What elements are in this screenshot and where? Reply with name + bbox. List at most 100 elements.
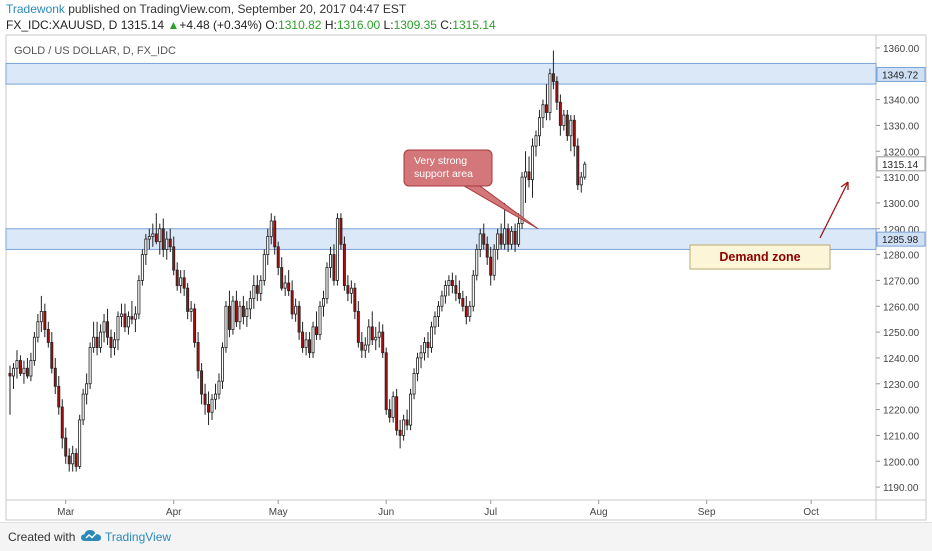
candle-body-down — [95, 336, 99, 348]
price-change: +4.48 (+0.34%) — [179, 18, 263, 32]
candle-body-down — [558, 101, 562, 126]
y-tick-label: 1260.00 — [883, 302, 920, 313]
candle-body-down — [301, 331, 305, 348]
candle-body-up — [503, 228, 507, 245]
candle-body-down — [551, 73, 555, 82]
tradingview-brand[interactable]: TradingView — [105, 530, 172, 544]
publish-text: published on TradingView.com, September … — [64, 2, 407, 16]
candle — [137, 275, 141, 320]
chart-frame — [5, 34, 927, 521]
candle-body-up — [443, 285, 447, 297]
candle — [527, 156, 531, 188]
candle — [95, 321, 99, 356]
candle-body-down — [482, 233, 486, 245]
price-tag — [876, 156, 926, 172]
candle — [426, 332, 430, 358]
candle — [18, 355, 22, 376]
candle-body-down — [565, 114, 569, 137]
candle — [109, 329, 113, 358]
price-tag-label: 1285.98 — [882, 235, 919, 246]
candle — [186, 283, 190, 320]
candle — [210, 394, 214, 420]
candle-body-up — [245, 308, 249, 317]
up-arrow — [819, 181, 849, 239]
candle — [450, 272, 454, 294]
author-link[interactable]: Tradewonk — [6, 2, 65, 16]
y-tick-label: 1200.00 — [883, 457, 920, 468]
price-tag-label: 1315.14 — [882, 160, 919, 171]
candle — [78, 414, 82, 469]
candle-body-down — [241, 305, 245, 317]
price-tag — [876, 231, 926, 247]
candle-body-down — [426, 342, 430, 348]
candle — [304, 332, 308, 356]
candle-body-down — [25, 367, 29, 377]
candle-body-down — [18, 360, 22, 374]
candle-body-up — [12, 367, 15, 377]
callout-pointer — [463, 185, 539, 230]
price-chart[interactable]: 1190.00 1200.00 1210.00 1220.00 1230.00 1240.… — [0, 0, 932, 522]
candle-body-up — [311, 326, 315, 354]
candle — [482, 223, 486, 250]
candle — [579, 171, 583, 193]
candle — [297, 301, 301, 340]
candle-body-up — [36, 321, 40, 338]
candle — [57, 376, 61, 415]
candle-body-up — [217, 380, 221, 395]
candle-body-up — [214, 393, 217, 400]
candle-body-down — [308, 339, 312, 354]
candle — [583, 161, 587, 180]
candle-body-down — [130, 316, 134, 320]
candle — [102, 314, 106, 343]
candle — [147, 228, 151, 250]
candle-body-up — [119, 313, 123, 317]
candle — [377, 321, 381, 348]
candle — [433, 311, 437, 335]
candle-body-down — [200, 370, 204, 395]
candle — [342, 236, 346, 291]
candle — [569, 115, 573, 152]
candle-body-down — [342, 243, 346, 286]
candle-body-down — [499, 233, 503, 245]
candle-body-up — [147, 236, 151, 240]
candle — [551, 50, 555, 90]
candle — [402, 414, 406, 441]
tradingview-cloud-icon[interactable] — [80, 528, 102, 544]
candle — [8, 365, 12, 415]
candle-body-up — [151, 233, 155, 237]
candle-body-up — [409, 393, 413, 426]
candle — [565, 109, 569, 141]
candle-body-up — [210, 398, 214, 413]
candle — [356, 301, 360, 348]
candle-body-up — [92, 336, 96, 348]
candle — [506, 223, 510, 252]
candle-body-up — [496, 233, 500, 250]
candle — [419, 345, 423, 369]
candle-body-down — [175, 269, 179, 286]
candle — [276, 241, 280, 276]
candle — [165, 231, 169, 260]
candle-body-up — [158, 228, 162, 243]
candle-body-down — [388, 409, 392, 418]
candle-body-down — [353, 287, 357, 312]
x-tick-label: Mar — [57, 507, 75, 518]
candle — [349, 280, 353, 304]
candle-body-up — [440, 295, 444, 307]
candle — [534, 130, 538, 157]
candle-body-up — [88, 347, 92, 385]
candle-body-up — [29, 360, 33, 377]
candle — [468, 301, 472, 322]
candle — [151, 223, 155, 247]
candle — [287, 270, 291, 296]
candle — [475, 244, 479, 281]
candle — [430, 321, 433, 353]
y-tick-label: 1190.00 — [883, 483, 919, 494]
candle-body-up — [179, 277, 183, 286]
candle-body-up — [137, 280, 141, 315]
candle — [85, 373, 89, 405]
candle — [412, 368, 416, 400]
candle-body-down — [182, 277, 186, 289]
candle-body-up — [548, 73, 552, 113]
candle — [346, 275, 350, 302]
candle-body-down — [109, 336, 113, 348]
